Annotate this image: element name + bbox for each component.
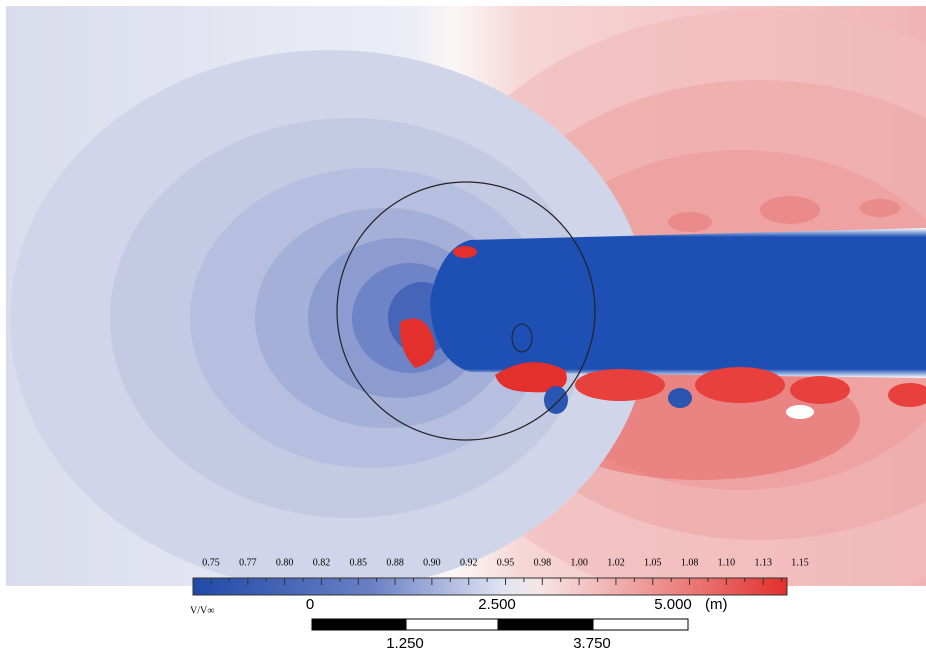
colorbar-tick-label: 1.05 [644,557,662,568]
colorbar-tick-label: 1.08 [681,557,699,568]
colorbar-tick-label: 0.88 [386,557,404,568]
colorbar-tick-label: 0.82 [313,557,331,568]
colorbar-tick-label: 0.77 [239,557,257,568]
colorbar-tick-label: 1.10 [718,557,736,568]
page: {"colorbar": {"variable": "V/V∞", "ticks… [0,0,926,653]
scale-unit: (m) [705,596,728,613]
scale-label: 1.250 [386,635,424,652]
scale-label: 2.500 [478,596,516,613]
colorbar-tick-label: 1.13 [754,557,772,568]
colorbar-tick-label: 1.00 [570,557,588,568]
colorbar-tick-label: 0.75 [202,557,220,568]
flow-field [6,6,926,610]
figure: V/V∞ 0.75 0.77 0.80 0.82 0.85 0.88 0.90 0.92 0.9… [0,0,926,653]
colorbar-tick-label: 1.02 [607,557,625,568]
scale-label: 0 [306,596,314,613]
colorbar-tick-label: 0.95 [497,557,515,568]
colorbar-tick-label: 0.90 [423,557,441,568]
colorbar-tick-label: 0.98 [534,557,552,568]
colorbar [193,578,787,595]
colorbar-tick-label: 0.85 [350,557,368,568]
colorbar-tick-label: 0.80 [276,557,294,568]
scale-bar [312,619,688,630]
colorbar-tick-label: 1.15 [791,557,809,568]
scale-label: 5.000 [654,596,692,613]
scale-label: 3.750 [573,635,611,652]
colorbar-variable: V/V∞ [190,605,214,616]
colorbar-tick-label: 0.92 [460,557,478,568]
